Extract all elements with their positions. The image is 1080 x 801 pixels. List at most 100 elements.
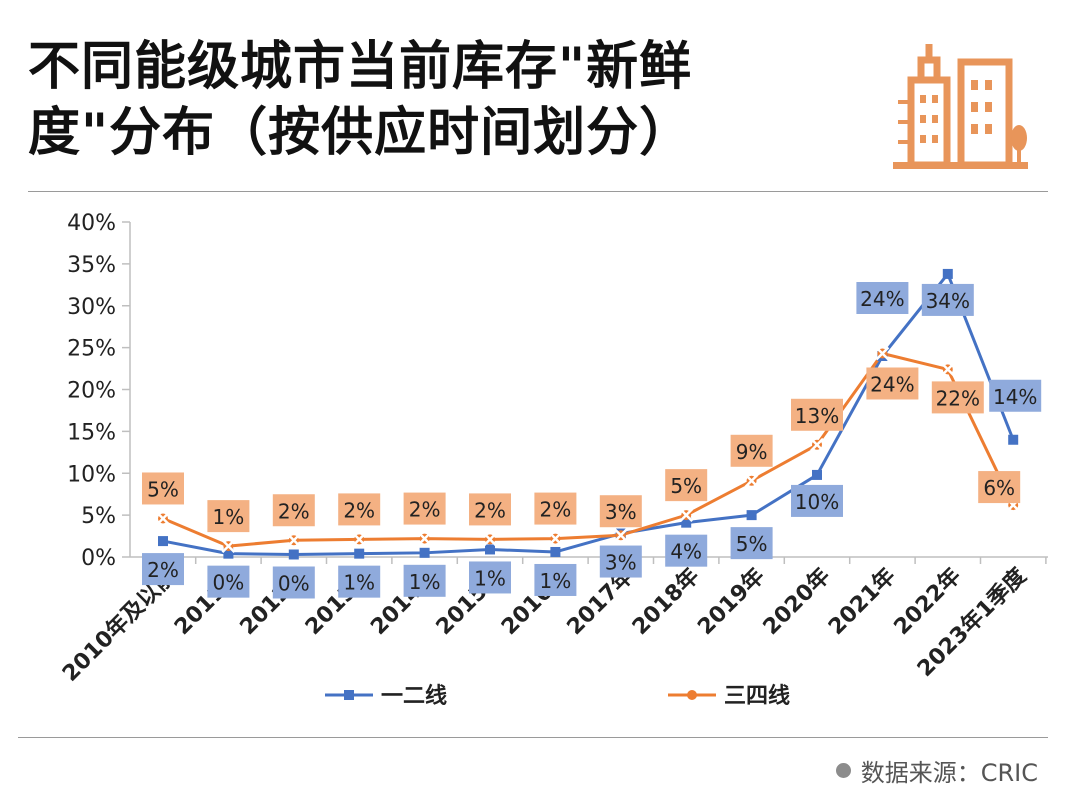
data-label-tier12-box (730, 527, 773, 560)
data-label-tier34-box (207, 500, 250, 533)
data-label-tier12: 0% (213, 571, 245, 595)
data-label-tier34-box (730, 434, 773, 467)
data-label-tier12: 3% (605, 551, 637, 575)
data-point-tier34 (156, 511, 170, 526)
y-tick-label: 0% (81, 546, 116, 571)
data-point-tier12 (1008, 434, 1019, 445)
data-label-tier34-box (534, 492, 577, 525)
data-point-tier34 (940, 362, 955, 377)
data-point-tier12 (550, 546, 561, 557)
footer-divider (18, 737, 1048, 738)
source-note: 数据来源：CRIC (835, 753, 1038, 788)
data-label-tier12: 5% (736, 532, 768, 556)
data-label-tier34-box (469, 493, 511, 526)
data-label-tier34-box (599, 495, 642, 528)
data-label-tier34: 3% (605, 500, 637, 524)
city-buildings-icon (893, 44, 1028, 169)
title-line-1: 不同能级城市当前库存"新鲜 (28, 37, 693, 97)
data-label-tier34: 2% (540, 498, 572, 522)
data-label-tier12: 1% (474, 566, 506, 590)
data-point-tier12 (419, 547, 430, 558)
data-label-tier12-box (989, 379, 1042, 412)
chart-title: 不同能级城市当前库存"新鲜 度"分布（按供应时间划分） (28, 34, 828, 166)
data-label-tier12: 24% (860, 287, 904, 311)
data-point-tier34 (613, 528, 628, 543)
data-label-tier34-box (403, 492, 446, 525)
data-label-tier34: 1% (213, 505, 245, 529)
data-label-tier12: 1% (540, 569, 572, 593)
data-label-tier34-box (142, 472, 184, 505)
data-label-tier34: 9% (736, 440, 768, 464)
data-label-tier12-box (921, 283, 974, 316)
x-tick-label: 2021年 (823, 563, 900, 640)
x-tick-label: 2023年1季度 (912, 562, 1032, 682)
data-label-tier12: 0% (278, 571, 310, 595)
y-tick-label: 5% (81, 504, 116, 529)
data-point-tier12 (288, 549, 299, 560)
data-point-tier34 (286, 533, 301, 548)
data-label-tier12: 2% (147, 558, 179, 582)
data-label-tier34-box (791, 398, 843, 431)
data-label-tier12: 1% (409, 570, 441, 594)
legend-tier34-label: 三四线 (724, 683, 790, 709)
data-point-tier12 (942, 268, 953, 279)
data-label-tier12-box (403, 564, 446, 597)
data-label-tier12-box (142, 553, 184, 586)
data-label-tier12-box (207, 565, 250, 598)
data-label-tier12-box (599, 545, 642, 578)
data-point-tier34 (483, 532, 497, 547)
data-label-tier34-box (272, 494, 315, 527)
x-tick-label: 2019年 (693, 563, 770, 640)
data-label-tier34: 24% (870, 372, 914, 396)
data-label-tier12-box (469, 561, 511, 594)
legend-tier12-label: 一二线 (381, 683, 447, 709)
data-label-tier34: 2% (278, 499, 310, 523)
y-tick-label: 35% (67, 253, 116, 278)
data-point-tier12 (746, 510, 757, 521)
data-label-tier12: 14% (993, 385, 1037, 409)
legend-tier12-marker (344, 690, 354, 700)
data-label-tier12-box (534, 563, 577, 596)
data-label-tier34: 5% (670, 474, 702, 498)
data-point-tier34 (744, 473, 759, 488)
data-label-tier12-box (272, 566, 315, 599)
data-point-tier34 (352, 532, 367, 547)
data-label-tier12: 4% (670, 540, 702, 564)
title-line-2: 度"分布（按供应时间划分） (28, 103, 693, 163)
data-label-tier34-box (978, 471, 1021, 504)
y-tick-label: 25% (67, 337, 116, 362)
data-label-tier34: 2% (343, 498, 375, 522)
data-label-tier34: 22% (936, 386, 980, 410)
data-label-tier34-box (338, 493, 381, 526)
data-label-tier34: 6% (983, 476, 1015, 500)
data-label-tier12-box (665, 534, 708, 567)
data-label-tier34-box (866, 367, 919, 400)
data-label-tier12: 10% (795, 490, 839, 514)
data-point-tier34 (417, 531, 432, 546)
data-label-tier12-box (856, 282, 909, 314)
data-point-tier34 (875, 346, 890, 361)
title-divider (28, 191, 1048, 192)
data-point-tier12 (223, 548, 234, 559)
legend-tier34-marker (687, 690, 697, 700)
data-point-tier12 (812, 469, 822, 480)
data-label-tier34: 2% (409, 498, 441, 522)
data-label-tier34-box (931, 381, 984, 414)
data-label-tier34: 2% (474, 498, 506, 522)
source-label: 数据来源：CRIC (860, 759, 1038, 787)
data-point-tier34 (679, 508, 694, 523)
data-point-tier12 (158, 536, 168, 547)
x-tick-label: 2020年 (758, 563, 835, 640)
data-label-tier12: 34% (926, 289, 970, 313)
data-label-tier12: 1% (343, 571, 375, 595)
y-tick-label: 15% (67, 420, 116, 445)
data-label-tier12-box (338, 565, 381, 598)
data-point-tier12 (681, 517, 692, 528)
data-label-tier34: 5% (147, 477, 179, 501)
y-tick-label: 40% (67, 211, 116, 236)
data-point-tier34 (548, 531, 563, 546)
data-point-tier12 (354, 548, 365, 559)
data-point-tier34 (810, 437, 824, 452)
data-point-tier12 (485, 544, 495, 555)
